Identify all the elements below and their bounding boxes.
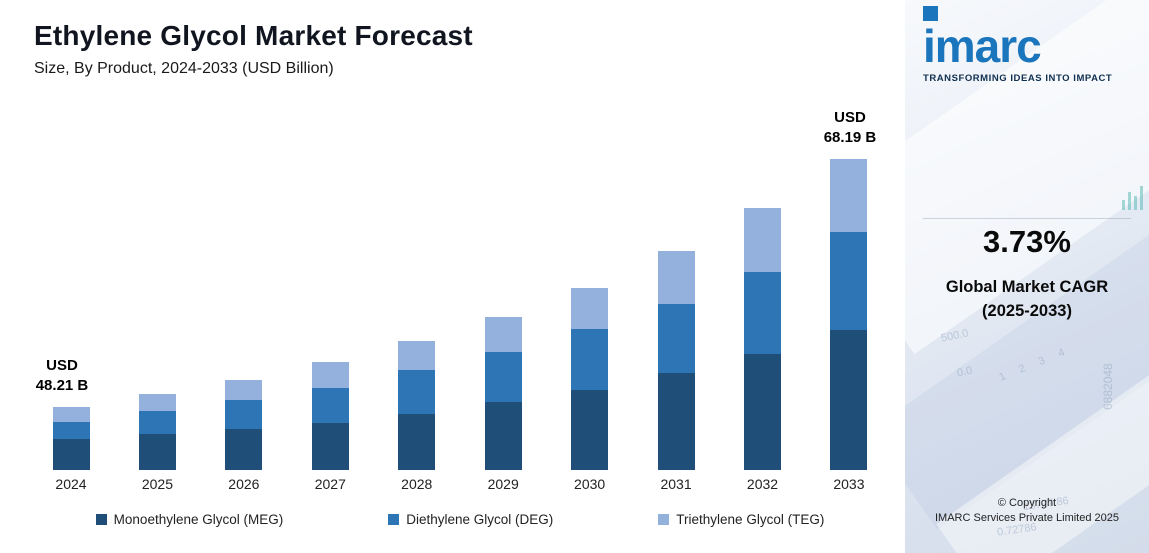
bar-segment	[484, 352, 522, 402]
decorative-mini-bars	[1122, 186, 1143, 210]
bar-segment	[52, 407, 90, 422]
logo-square-icon	[923, 6, 938, 21]
bar-segment	[398, 370, 436, 414]
bar-segment	[311, 362, 349, 388]
x-axis-label: 2025	[141, 476, 174, 492]
x-axis-label: 2031	[660, 476, 692, 492]
x-axis-label: 2029	[487, 476, 519, 492]
bar-segment	[398, 341, 436, 370]
bar-segment	[830, 330, 868, 470]
legend-swatch-teg	[658, 514, 670, 525]
bar-segment	[830, 232, 868, 330]
bar-segment	[138, 434, 176, 470]
chart-column: 2028	[386, 140, 448, 492]
annotation-line: 48.21 B	[35, 377, 89, 394]
legend-swatch-meg	[95, 514, 107, 525]
bar-segment	[571, 288, 609, 329]
bar-segment	[830, 159, 868, 232]
x-axis-label: 2026	[228, 476, 260, 492]
legend-item-deg: Diethylene Glycol (DEG)	[388, 512, 553, 527]
bar-stack	[830, 159, 868, 470]
bar-stack	[571, 288, 609, 470]
bar-segment	[52, 422, 90, 439]
logo-wordmark: imarc	[923, 20, 1042, 72]
annotation-2033-value: USD 68.19 B	[810, 108, 890, 148]
x-axis-label: 2027	[314, 476, 346, 492]
bar-segment	[484, 402, 522, 470]
bar-segment	[311, 388, 349, 423]
stacked-bar-chart: 2024 2025 2026 2027 2028 2029 2030 2031 2032 2033	[40, 140, 880, 492]
chart-column: 2025	[126, 140, 188, 492]
bar-segment	[52, 439, 90, 470]
annotation-line: 68.19 B	[823, 129, 877, 146]
chart-column: 2030	[559, 140, 621, 492]
copyright-notice: © Copyright IMARC Services Private Limit…	[905, 496, 1149, 526]
page-title: Ethylene Glycol Market Forecast	[34, 20, 473, 51]
bar-segment	[225, 400, 263, 429]
logo-tagline: TRANSFORMING IDEAS INTO IMPACT	[923, 73, 1113, 84]
bar-segment	[398, 414, 436, 470]
bar-segment	[657, 304, 695, 373]
cagr-value: 3.73%	[983, 224, 1071, 259]
bar-stack	[484, 317, 522, 470]
watermark-number: 6882048	[1101, 363, 1115, 410]
chart-column: 2033	[818, 140, 880, 492]
legend-label-deg: Diethylene Glycol (DEG)	[406, 512, 554, 527]
bar-stack	[657, 251, 695, 470]
bar-segment	[138, 394, 176, 411]
legend-item-meg: Monoethylene Glycol (MEG)	[95, 512, 284, 527]
chart-column: 2026	[213, 140, 275, 492]
x-axis-label: 2030	[574, 476, 606, 492]
bar-segment	[744, 272, 781, 354]
bar-segment	[225, 429, 263, 470]
brand-sidebar: 500.0 0.0 1 2 3 4 6882048 13727.86 0.727…	[905, 0, 1149, 553]
x-axis-label: 2024	[55, 476, 87, 492]
chart-column: 2024	[40, 140, 102, 492]
bar-segment	[225, 380, 263, 400]
chart-column: 2029	[472, 140, 534, 492]
bar-segment	[744, 208, 781, 272]
bar-segment	[571, 390, 609, 470]
chart-panel: Ethylene Glycol Market Forecast Size, By…	[30, 20, 890, 527]
legend-swatch-deg	[388, 514, 400, 525]
bar-segment	[484, 317, 522, 352]
chart-column: 2031	[645, 140, 707, 492]
legend-label-teg: Triethylene Glycol (TEG)	[676, 512, 825, 527]
cagr-period: (2025-2033)	[982, 302, 1072, 320]
annotation-line: USD	[834, 109, 866, 126]
bar-stack	[398, 341, 436, 470]
chart-column: 2032	[732, 140, 794, 492]
bar-stack	[311, 362, 349, 470]
legend-item-teg: Triethylene Glycol (TEG)	[658, 512, 824, 527]
bar-segment	[744, 354, 781, 470]
bar-segment	[657, 373, 695, 470]
annotation-line: USD	[46, 357, 78, 374]
chart-legend: Monoethylene Glycol (MEG) Diethylene Gly…	[40, 512, 880, 527]
divider-line	[923, 218, 1131, 219]
bar-segment	[571, 329, 609, 390]
bar-stack	[52, 407, 90, 470]
copyright-line: IMARC Services Private Limited 2025	[934, 512, 1119, 524]
legend-label-meg: Monoethylene Glycol (MEG)	[113, 512, 284, 527]
annotation-2024-value: USD 48.21 B	[30, 356, 94, 396]
copyright-line: © Copyright	[997, 497, 1057, 509]
bar-segment	[311, 423, 349, 470]
bar-segment	[138, 411, 176, 434]
bar-stack	[138, 394, 176, 470]
bar-stack	[225, 380, 263, 470]
x-axis-label: 2033	[833, 476, 865, 492]
x-axis-label: 2032	[746, 476, 779, 492]
cagr-label: Global Market CAGR	[945, 278, 1109, 296]
chart-column: 2027	[299, 140, 361, 492]
chart-subtitle: Size, By Product, 2024-2033 (USD Billion…	[34, 60, 334, 77]
bar-stack	[744, 208, 781, 470]
bar-segment	[657, 251, 695, 304]
x-axis-label: 2028	[401, 476, 433, 492]
imarc-logo: imarc TRANSFORMING IDEAS INTO IMPACT	[923, 6, 1112, 84]
